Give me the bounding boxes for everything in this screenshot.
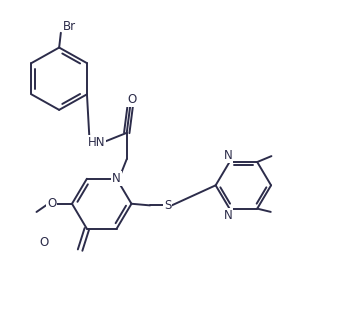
Text: Br: Br <box>63 20 76 33</box>
Text: S: S <box>164 199 171 212</box>
Text: O: O <box>127 93 137 106</box>
Text: HN: HN <box>88 136 105 149</box>
Text: N: N <box>112 172 121 185</box>
Text: O: O <box>39 236 49 249</box>
Text: N: N <box>223 149 232 162</box>
Text: O: O <box>47 197 56 210</box>
Text: N: N <box>223 209 232 222</box>
